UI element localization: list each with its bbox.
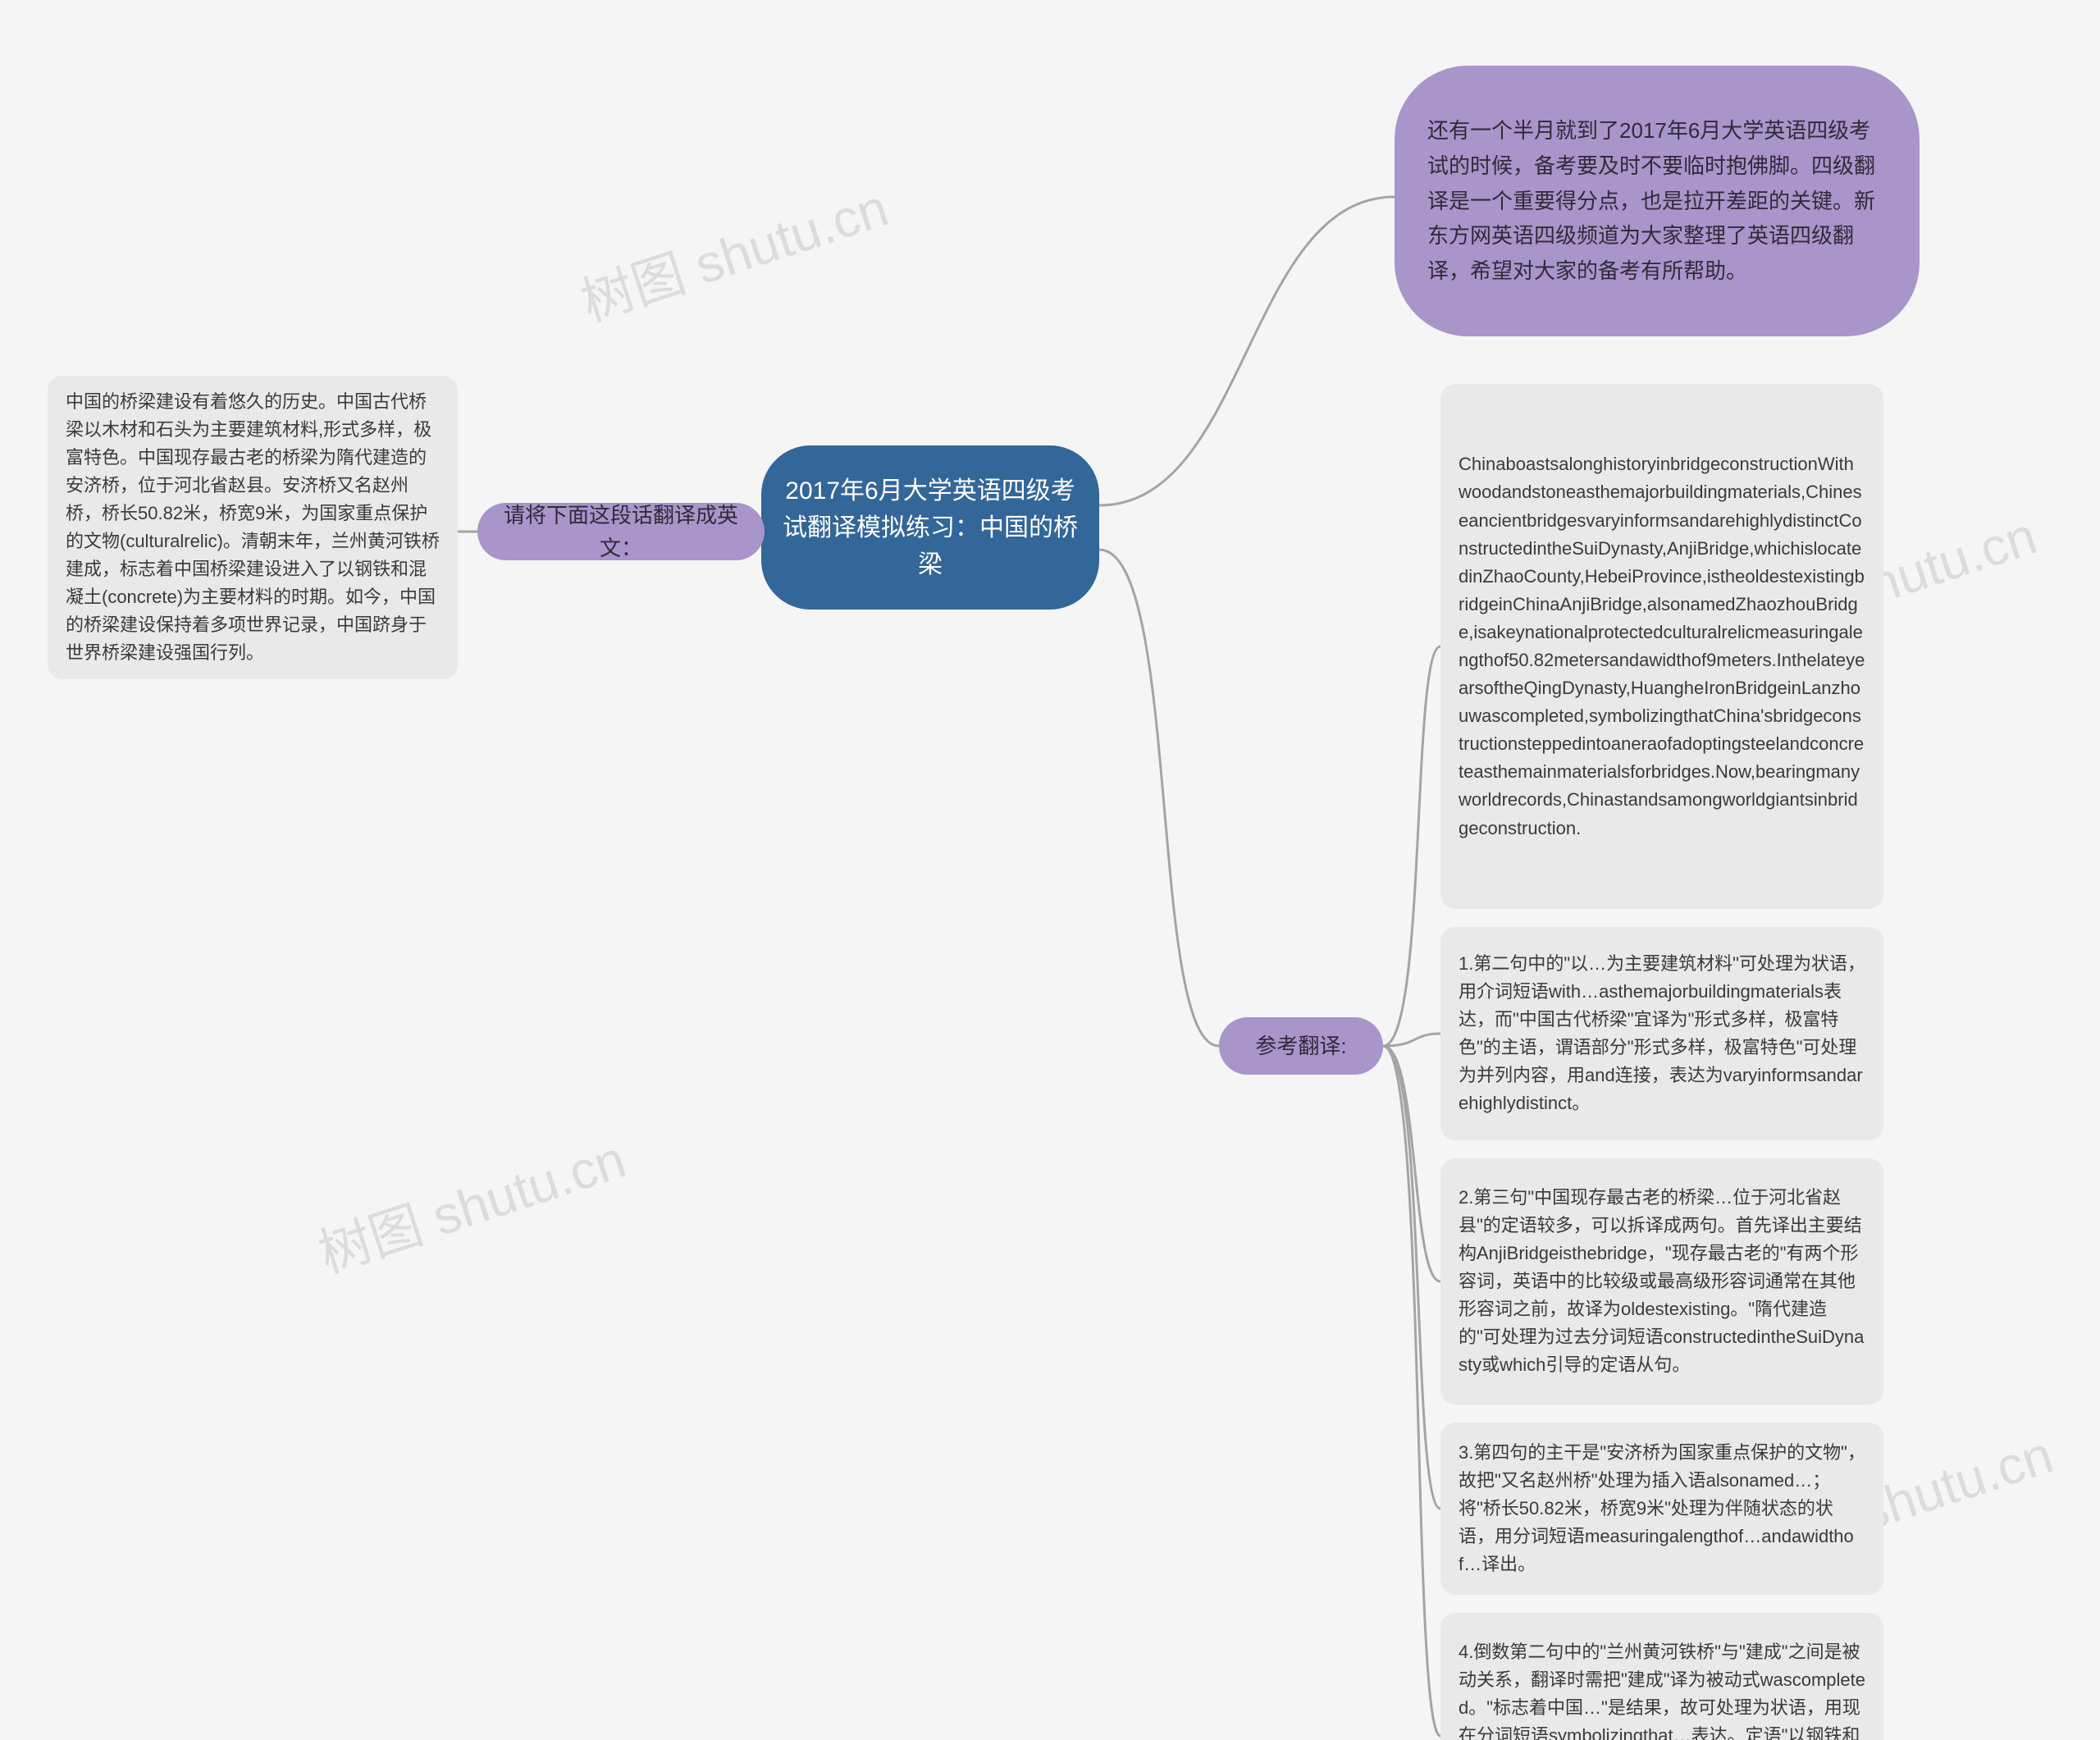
note1-text: 1.第二句中的"以…为主要建筑材料"可处理为状语，用介词短语with…asthe… <box>1459 950 1865 1118</box>
intro-node-text: 还有一个半月就到了2017年6月大学英语四级考试的时候，备考要及时不要临时抱佛脚… <box>1427 113 1887 289</box>
watermark: 树图 shutu.cn <box>570 166 896 336</box>
note4-text: 4.倒数第二句中的"兰州黄河铁桥"与"建成"之间是被动关系，翻译时需把"建成"译… <box>1459 1638 1865 1740</box>
note3-leaf[interactable]: 3.第四句的主干是"安济桥为国家重点保护的文物"，故把"又名赵州桥"处理为插入语… <box>1440 1423 1883 1595</box>
prompt-leaf-node[interactable]: 中国的桥梁建设有着悠久的历史。中国古代桥梁以木材和石头为主要建筑材料,形式多样，… <box>48 376 458 679</box>
note3-text: 3.第四句的主干是"安济桥为国家重点保护的文物"，故把"又名赵州桥"处理为插入语… <box>1459 1439 1865 1578</box>
prompt-leaf-text: 中国的桥梁建设有着悠久的历史。中国古代桥梁以木材和石头为主要建筑材料,形式多样，… <box>66 388 440 668</box>
note2-leaf[interactable]: 2.第三句"中国现存最古老的桥梁…位于河北省赵县"的定语较多，可以拆译成两句。首… <box>1440 1158 1883 1404</box>
mindmap-canvas: 树图 shutu.cn 树图 shutu.cn 树图 shutu.cn 树图 s… <box>0 0 2100 1740</box>
note2-text: 2.第三句"中国现存最古老的桥梁…位于河北省赵县"的定语较多，可以拆译成两句。首… <box>1459 1184 1865 1380</box>
prompt-branch-label: 请将下面这段话翻译成英文： <box>502 499 740 565</box>
note1-leaf[interactable]: 1.第二句中的"以…为主要建筑材料"可处理为状语，用介词短语with…asthe… <box>1440 927 1883 1140</box>
intro-node[interactable]: 还有一个半月就到了2017年6月大学英语四级考试的时候，备考要及时不要临时抱佛脚… <box>1395 66 1920 336</box>
central-node[interactable]: 2017年6月大学英语四级考试翻译模拟练习：中国的桥梁 <box>761 445 1099 610</box>
ref-translation-leaf[interactable]: Chinaboastsalonghistoryinbridgeconstruct… <box>1440 384 1883 909</box>
central-node-label: 2017年6月大学英语四级考试翻译模拟练习：中国的桥梁 <box>779 473 1081 583</box>
ref-branch-label: 参考翻译: <box>1255 1030 1346 1062</box>
prompt-branch-node[interactable]: 请将下面这段话翻译成英文： <box>477 503 765 560</box>
ref-translation-text: Chinaboastsalonghistoryinbridgeconstruct… <box>1459 450 1865 842</box>
note4-leaf[interactable]: 4.倒数第二句中的"兰州黄河铁桥"与"建成"之间是被动关系，翻译时需把"建成"译… <box>1440 1613 1883 1740</box>
watermark: 树图 shutu.cn <box>308 1117 633 1287</box>
ref-branch-node[interactable]: 参考翻译: <box>1219 1017 1383 1075</box>
